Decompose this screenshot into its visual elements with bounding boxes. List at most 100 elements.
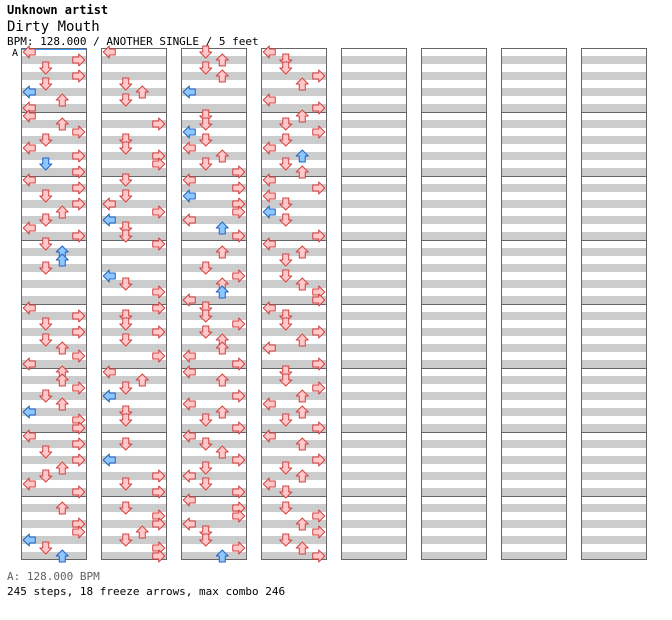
left-arrow-icon (182, 189, 196, 203)
stripe (501, 328, 567, 336)
stripe (341, 456, 407, 464)
up-arrow-icon (215, 549, 229, 563)
stripe (581, 296, 647, 304)
stripe (21, 184, 87, 192)
stripe (261, 120, 327, 128)
stripe (341, 472, 407, 480)
down-arrow-icon (199, 461, 213, 475)
right-arrow-icon (232, 389, 246, 403)
up-arrow-icon (215, 245, 229, 259)
stripe (101, 184, 167, 192)
left-arrow-icon (182, 293, 196, 307)
right-arrow-icon (72, 421, 86, 435)
stripe (421, 440, 487, 448)
down-arrow-icon (119, 189, 133, 203)
stripe (421, 200, 487, 208)
up-arrow-icon (215, 149, 229, 163)
down-arrow-icon (199, 261, 213, 275)
stripe (341, 136, 407, 144)
left-arrow-icon (262, 205, 276, 219)
stripe (181, 520, 247, 528)
stripe (101, 552, 167, 560)
left-arrow-icon (182, 125, 196, 139)
right-arrow-icon (152, 237, 166, 251)
stripe (181, 216, 247, 224)
stripe (421, 360, 487, 368)
stripe (101, 376, 167, 384)
stripe (341, 296, 407, 304)
stripe (101, 72, 167, 80)
right-arrow-icon (152, 469, 166, 483)
up-arrow-icon (295, 541, 309, 555)
stripe (501, 472, 567, 480)
stripe (181, 456, 247, 464)
left-arrow-icon (182, 85, 196, 99)
left-arrow-icon (102, 453, 116, 467)
stripe (341, 72, 407, 80)
right-arrow-icon (72, 53, 86, 67)
stripe (341, 408, 407, 416)
stripe (581, 72, 647, 80)
stripe (101, 56, 167, 64)
stripe (421, 408, 487, 416)
stripe (181, 296, 247, 304)
stripe (261, 392, 327, 400)
stripe (181, 312, 247, 320)
stripe (21, 520, 87, 528)
up-arrow-icon (55, 117, 69, 131)
chart-stats: 245 steps, 18 freeze arrows, max combo 2… (7, 585, 286, 598)
right-arrow-icon (152, 285, 166, 299)
stripe (501, 248, 567, 256)
stripe (21, 264, 87, 272)
left-arrow-icon (182, 141, 196, 155)
left-arrow-icon (22, 85, 36, 99)
stripe (501, 408, 567, 416)
stripe (21, 72, 87, 80)
left-arrow-icon (102, 269, 116, 283)
stripe (501, 120, 567, 128)
right-arrow-icon (152, 325, 166, 339)
stripe (181, 440, 247, 448)
stripe (181, 328, 247, 336)
stripe (581, 376, 647, 384)
stripe (101, 488, 167, 496)
stripe (581, 424, 647, 432)
stripe (341, 536, 407, 544)
stripe (501, 104, 567, 112)
stripe (261, 344, 327, 352)
stripe (101, 504, 167, 512)
stripe (421, 136, 487, 144)
up-arrow-icon (295, 165, 309, 179)
stripe (421, 296, 487, 304)
right-arrow-icon (152, 157, 166, 171)
right-arrow-icon (232, 421, 246, 435)
stripe (181, 360, 247, 368)
up-arrow-icon (55, 205, 69, 219)
right-arrow-icon (72, 437, 86, 451)
stripe (501, 424, 567, 432)
stripe (421, 216, 487, 224)
stripe (21, 56, 87, 64)
left-arrow-icon (102, 213, 116, 227)
down-arrow-icon (199, 61, 213, 75)
stripe (21, 440, 87, 448)
down-arrow-icon (39, 389, 53, 403)
stripe (341, 200, 407, 208)
stripe (581, 184, 647, 192)
stripe (421, 504, 487, 512)
stripe (101, 424, 167, 432)
stripe (181, 152, 247, 160)
down-arrow-icon (119, 277, 133, 291)
right-arrow-icon (72, 309, 86, 323)
right-arrow-icon (72, 165, 86, 179)
up-arrow-icon (55, 461, 69, 475)
right-arrow-icon (72, 485, 86, 499)
stripe (421, 328, 487, 336)
stripe (581, 88, 647, 96)
stripe (341, 120, 407, 128)
right-arrow-icon (152, 349, 166, 363)
stripe (341, 424, 407, 432)
right-arrow-icon (312, 549, 326, 563)
stripe (101, 312, 167, 320)
stripe (341, 104, 407, 112)
